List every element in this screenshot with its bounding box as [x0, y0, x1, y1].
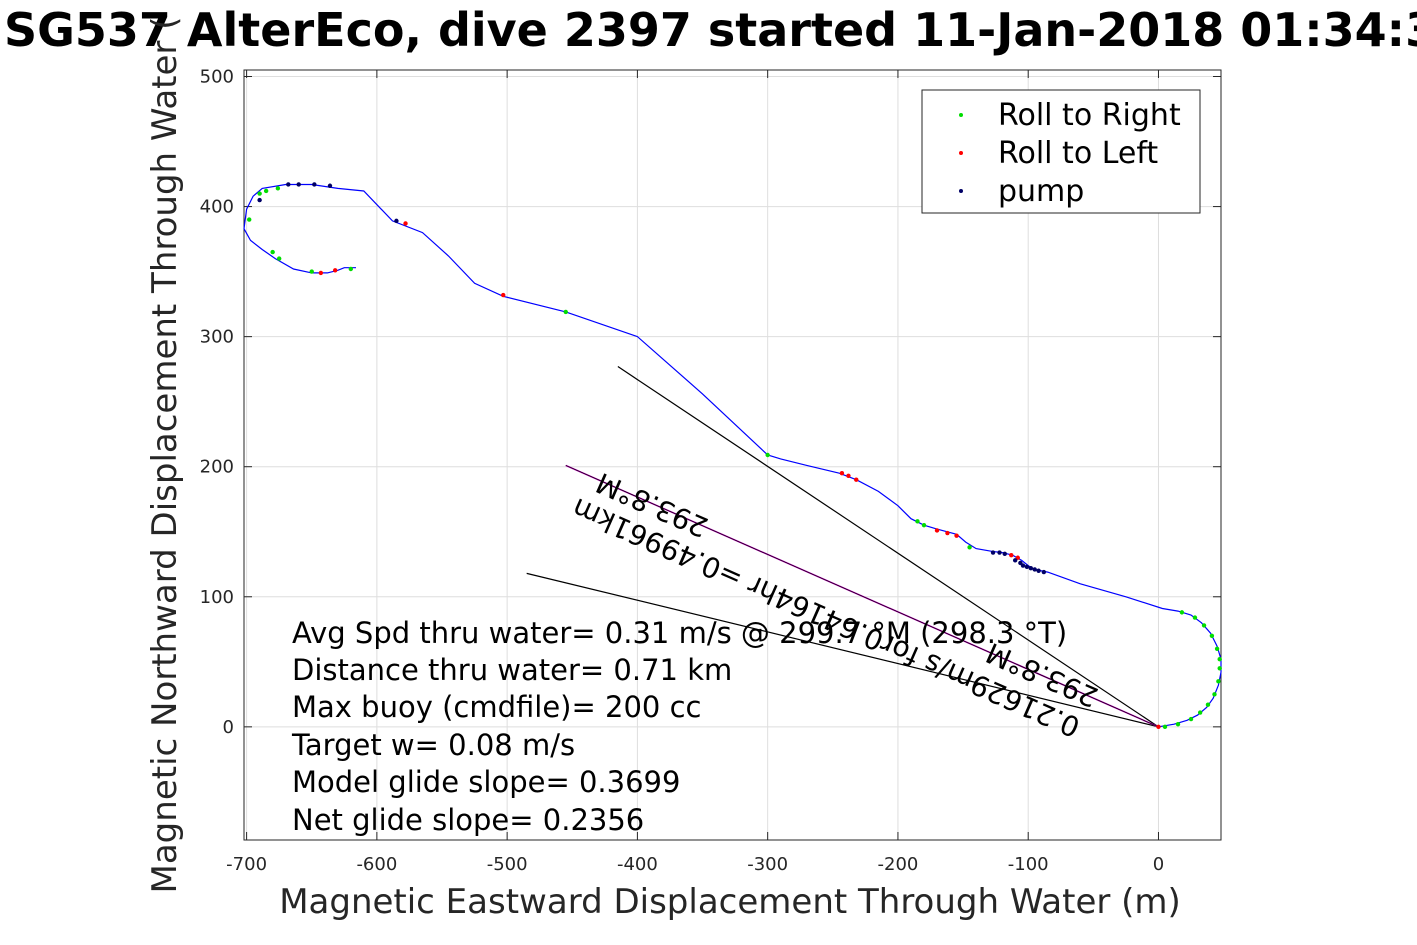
- y-axis-label: Magnetic Northward Displacement Through …: [145, 17, 185, 894]
- pump-marker: [1036, 568, 1041, 573]
- x-tick-label: 0: [1153, 854, 1164, 875]
- roll-right-marker: [1205, 702, 1211, 707]
- roll-right-marker: [247, 217, 252, 222]
- y-tick-label: 300: [200, 327, 234, 348]
- x-tick-label: -500: [487, 854, 528, 875]
- roll-right-marker: [257, 191, 262, 196]
- roll-right-marker: [765, 452, 770, 458]
- annotation-avg-speed: Avg Spd thru water= 0.31 m/s @ 299.7 °M …: [292, 616, 1067, 650]
- roll-right-marker: [1188, 716, 1194, 722]
- pump-marker: [296, 182, 301, 187]
- y-tick-label: 400: [200, 197, 234, 218]
- chart-title: SG537 AlterEco, dive 2397 started 11-Jan…: [4, 3, 1417, 57]
- stats-annotations: Avg Spd thru water= 0.31 m/s @ 299.7 °M …: [291, 616, 1067, 837]
- x-tick-label: -200: [878, 854, 919, 875]
- y-tick-label: 200: [200, 457, 234, 478]
- roll-right-marker: [276, 256, 282, 261]
- pump-marker: [1018, 560, 1023, 566]
- roll-right-marker: [563, 309, 568, 315]
- legend-label-roll-right: Roll to Right: [998, 98, 1181, 133]
- roll-right-marker: [270, 249, 275, 255]
- legend-marker-roll-left: [959, 151, 963, 155]
- roll-right-marker: [1217, 666, 1222, 671]
- pump-marker: [990, 550, 996, 555]
- roll-right-marker: [967, 545, 972, 550]
- track-markers: [247, 182, 1222, 730]
- annotation-net-glide: Net glide slope= 0.2356: [292, 803, 644, 837]
- x-tick-label: -300: [747, 854, 788, 875]
- roll-right-marker: [1209, 633, 1215, 638]
- roll-left-marker: [954, 533, 959, 538]
- roll-right-marker: [263, 188, 269, 194]
- roll-right-marker: [275, 186, 281, 191]
- x-tick-label: -100: [1008, 854, 1049, 875]
- annotation-max-buoy: Max buoy (cmdfile)= 200 cc: [292, 690, 701, 724]
- legend-label-roll-left: Roll to Left: [998, 136, 1158, 171]
- roll-right-marker: [1216, 679, 1221, 684]
- y-tick-label: 0: [223, 717, 234, 738]
- annotation-model-glide: Model glide slope= 0.3699: [292, 765, 680, 799]
- pump-marker: [1012, 558, 1018, 563]
- roll-right-marker: [309, 269, 314, 274]
- pump-marker: [286, 182, 291, 187]
- roll-left-marker: [1156, 724, 1161, 730]
- roll-left-marker: [854, 477, 859, 482]
- roll-right-marker: [348, 266, 354, 272]
- legend-marker-roll-right: [959, 113, 963, 117]
- x-tick-label: -700: [226, 854, 267, 875]
- pump-marker: [1028, 565, 1034, 571]
- pump-marker: [1024, 564, 1030, 570]
- heading-line-a: [617, 366, 1159, 728]
- roll-right-marker: [1217, 657, 1222, 662]
- auxiliary-lines: [526, 366, 1159, 728]
- y-tick-label: 500: [200, 67, 234, 88]
- legend-box: [921, 89, 1201, 214]
- roll-right-marker: [921, 523, 927, 528]
- pump-marker: [312, 182, 317, 187]
- legend-marker-pump: [959, 189, 963, 193]
- pump-marker: [1041, 569, 1047, 575]
- roll-right-marker: [1197, 710, 1203, 715]
- pump-marker: [394, 218, 399, 224]
- roll-right-marker: [915, 519, 920, 524]
- pump-marker: [327, 183, 333, 188]
- roll-right-marker: [1212, 692, 1217, 697]
- legend: Roll to Right Roll to Left pump: [921, 89, 1201, 214]
- annotation-target-w: Target w= 0.08 m/s: [291, 728, 575, 762]
- annotation-distance: Distance thru water= 0.71 km: [292, 653, 732, 687]
- pump-marker: [997, 550, 1002, 555]
- roll-left-marker: [332, 268, 338, 273]
- roll-right-marker: [1214, 646, 1220, 652]
- roll-left-marker: [318, 270, 324, 276]
- roll-right-marker: [1179, 610, 1185, 615]
- x-tick-label: -600: [356, 854, 397, 875]
- legend-label-pump: pump: [998, 174, 1084, 209]
- roll-left-marker: [1009, 552, 1014, 558]
- heading-line-b: [526, 572, 1159, 728]
- roll-left-marker: [501, 292, 506, 298]
- roll-right-marker: [1201, 623, 1207, 628]
- pump-marker: [1002, 551, 1007, 557]
- y-tick-label: 100: [200, 587, 234, 608]
- roll-left-marker: [945, 530, 950, 536]
- roll-left-marker: [839, 471, 845, 476]
- current-vector-line-inner: [565, 465, 1159, 728]
- plot-frame: [243, 69, 1222, 841]
- x-tick-label: -400: [617, 854, 658, 875]
- pump-marker: [257, 197, 262, 203]
- pump-marker: [1032, 567, 1037, 572]
- roll-right-marker: [1175, 722, 1181, 727]
- y-axis-ticks: 0 100 200 300 400 500: [200, 67, 1221, 738]
- roll-right-marker: [1162, 724, 1168, 730]
- track-line: [243, 183, 1222, 728]
- x-axis-label: Magnetic Eastward Displacement Through W…: [279, 882, 1181, 922]
- roll-left-marker: [846, 473, 851, 479]
- roll-right-marker: [1192, 615, 1198, 620]
- roll-left-marker: [403, 221, 408, 226]
- x-axis-ticks: -700 -600 -500 -400 -300 -200 -100 0: [226, 70, 1164, 875]
- roll-left-marker: [934, 528, 940, 533]
